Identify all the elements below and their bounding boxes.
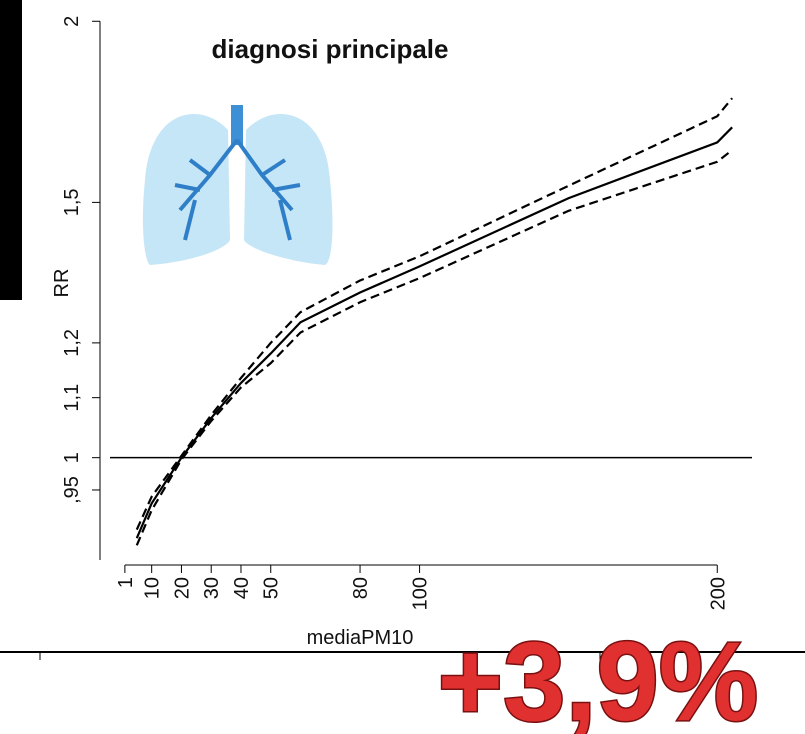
y-tick-label: 1,1: [61, 384, 83, 412]
x-tick-label: 20: [171, 577, 193, 599]
x-tick-label: 30: [201, 577, 223, 599]
y-tick-label: 1,5: [61, 188, 83, 216]
x-tick-label: 40: [231, 577, 253, 599]
x-tick-label: 10: [142, 577, 164, 599]
x-axis-label: mediaPM10: [307, 627, 414, 649]
x-tick-label: 50: [261, 577, 283, 599]
series-line: [135, 126, 733, 539]
x-tick-label: 1: [115, 577, 137, 588]
x-tick-label: 200: [707, 577, 729, 610]
x-tick-label: 100: [410, 577, 432, 610]
series-line: [135, 149, 733, 546]
y-tick-label: 1,2: [61, 329, 83, 357]
chart-title: diagnosi principale: [212, 34, 449, 64]
x-tick-label: 80: [350, 577, 372, 599]
side-bar: [0, 0, 22, 300]
annotation: +3,9%: [438, 619, 759, 734]
lungs-icon: [142, 105, 333, 266]
y-tick-label: 1: [61, 452, 83, 463]
y-tick-label: ,95: [61, 476, 83, 504]
y-tick-label: 2: [61, 16, 83, 27]
y-axis-label: RR: [51, 269, 73, 298]
series-line: [135, 97, 733, 531]
